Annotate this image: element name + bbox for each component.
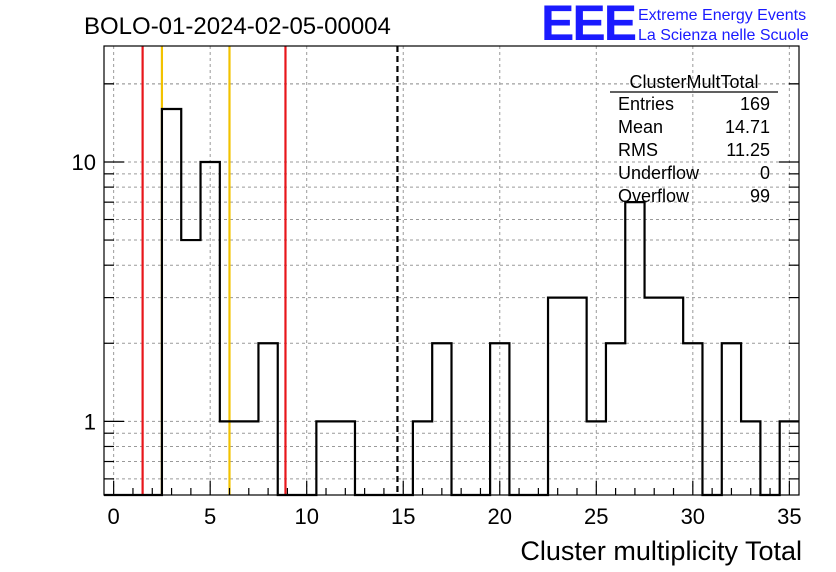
histogram-bin (567, 298, 586, 495)
x-tick-label: 5 (204, 504, 216, 529)
eee-logo-line2: La Scienza nelle Scuole (638, 27, 809, 44)
histogram-bin (258, 343, 277, 495)
x-tick-label: 10 (294, 504, 318, 529)
stats-row-value: 99 (750, 186, 770, 206)
x-tick-label: 20 (488, 504, 512, 529)
histogram-bin (220, 421, 239, 495)
stats-row-value: 11.25 (726, 140, 770, 160)
histogram-bin (336, 421, 355, 495)
stats-row-value: 14.71 (725, 117, 770, 137)
histogram-bin (316, 421, 335, 495)
histogram-bin (413, 421, 432, 495)
y-tick-label: 10 (72, 150, 96, 175)
stats-row-label: Underflow (618, 163, 700, 183)
axis-ticks: 0 5 10 15 20 25 30 35 1 10 (72, 83, 802, 529)
histogram-bin (490, 343, 509, 495)
plot-frame (103, 45, 800, 496)
histogram-bin (683, 343, 702, 495)
stats-row-label: Entries (618, 94, 674, 114)
histogram-bin (645, 298, 664, 495)
stats-row-label: Mean (618, 117, 663, 137)
x-tick-label: 35 (777, 504, 801, 529)
histogram-bin (606, 343, 625, 495)
stats-box-title: ClusterMultTotal (629, 72, 758, 92)
stats-box: ClusterMultTotal Entries 169 Mean 14.71 RMS 1… (610, 72, 778, 206)
stats-row-value: 0 (760, 163, 770, 183)
histogram-bin (181, 240, 200, 495)
x-tick-label: 0 (108, 504, 120, 529)
x-axis-title: Cluster multiplicity Total (520, 536, 802, 566)
x-tick-label: 15 (391, 504, 415, 529)
y-tick-label: 1 (84, 409, 96, 434)
histogram-bin (548, 298, 567, 495)
stats-row-label: Overflow (618, 186, 690, 206)
stats-rows: Entries 169 Mean 14.71 RMS 11.25 Underflow 0 Ove… (618, 94, 770, 206)
histogram-bin (432, 343, 451, 495)
stats-row-value: 169 (740, 94, 770, 114)
histogram-bin (625, 202, 644, 495)
histogram-bin (741, 421, 760, 495)
stats-row-label: RMS (618, 140, 658, 160)
x-tick-label: 30 (681, 504, 705, 529)
eee-logo: EEE Extreme Energy Events La Scienza nel… (541, 0, 809, 51)
histogram-bin (162, 109, 181, 495)
eee-logo-letters: EEE (541, 0, 636, 51)
histogram-bin (664, 298, 683, 495)
histogram-bin (201, 162, 220, 495)
histogram-bin (239, 421, 258, 495)
eee-logo-line1: Extreme Energy Events (638, 7, 806, 24)
x-tick-label: 25 (584, 504, 608, 529)
chart-title: BOLO-01-2024-02-05-00004 (84, 13, 391, 40)
histogram-bin (722, 343, 741, 495)
